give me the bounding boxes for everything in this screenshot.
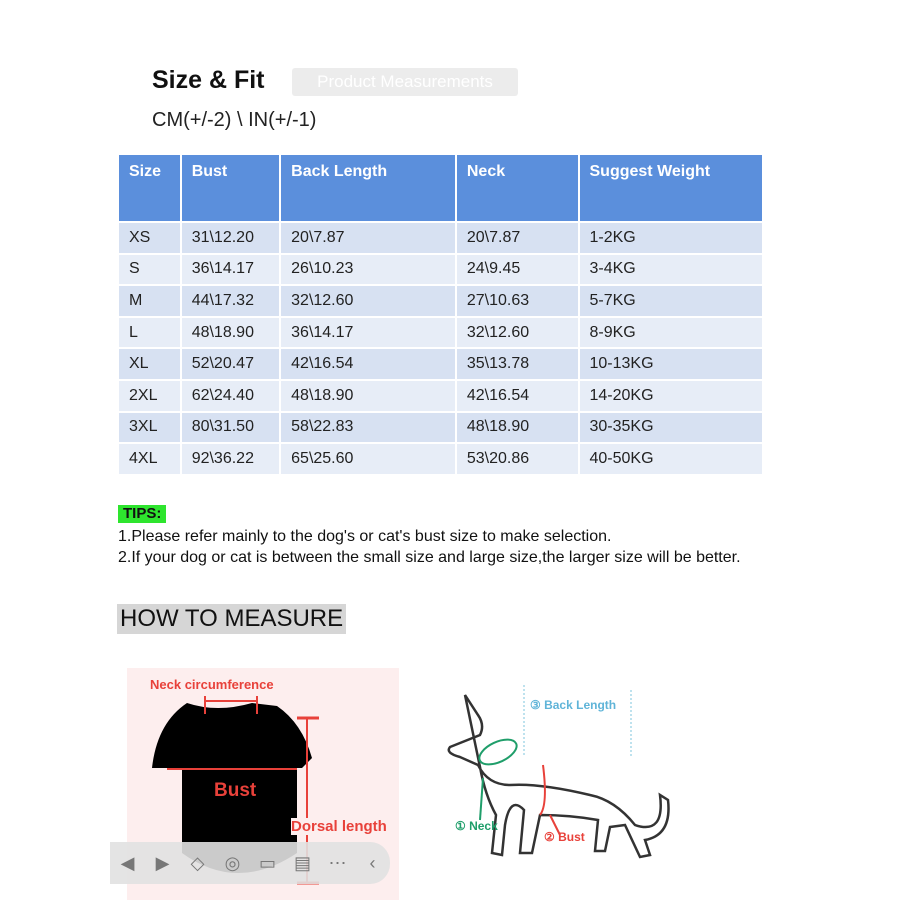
table-cell: 35\13.78	[456, 349, 578, 379]
bust-label: Bust	[214, 780, 257, 801]
table-cell: 62\24.40	[181, 380, 280, 411]
table-row: 4XL 92\36.22 65\25.60 53\20.86 40-50KG	[119, 444, 762, 474]
play-icon[interactable]: ▶	[155, 852, 170, 873]
table-cell: 8-9KG	[579, 317, 762, 348]
table-cell: 24\9.45	[456, 254, 578, 285]
table-cell: 1-2KG	[579, 223, 762, 253]
table-cell: 27\10.63	[456, 286, 578, 316]
table-row: 3XL 80\31.50 58\22.83 48\18.90 30-35KG	[119, 412, 762, 443]
product-measurements-badge: Product Measurements	[292, 68, 518, 96]
table-cell: M	[119, 286, 180, 316]
eraser-icon[interactable]: ◇	[190, 852, 205, 873]
units-note: CM(+/-2) \ IN(+/-1)	[152, 109, 317, 131]
table-cell: 42\16.54	[456, 380, 578, 411]
table-cell: 48\18.90	[281, 380, 455, 411]
table-cell: 53\20.86	[456, 444, 578, 474]
table-cell: 58\22.83	[281, 412, 455, 443]
table-cell: 31\12.20	[181, 223, 280, 253]
table-cell: 48\18.90	[456, 412, 578, 443]
tip-1: 1.Please refer mainly to the dog's or ca…	[118, 528, 612, 545]
table-row: XS 31\12.20 20\7.87 20\7.87 1-2KG	[119, 223, 762, 253]
screenshot-icon[interactable]: ◎	[224, 852, 241, 873]
table-row: L 48\18.90 36\14.17 32\12.60 8-9KG	[119, 317, 762, 348]
table-cell: 14-20KG	[579, 380, 762, 411]
table-row: 2XL 62\24.40 48\18.90 42\16.54 14-20KG	[119, 380, 762, 411]
tip-2: 2.If your dog or cat is between the smal…	[118, 549, 741, 566]
table-cell: 32\12.60	[281, 286, 455, 316]
collapse-icon[interactable]: ‹	[369, 852, 376, 873]
table-cell: 48\18.90	[181, 317, 280, 348]
column-header: Size	[119, 155, 180, 221]
media-toolbar: ◀ ▶ ◇ ◎ ▭ ▤ ⋯ ‹	[110, 842, 390, 884]
table-cell: 92\36.22	[181, 444, 280, 474]
table-cell: XL	[119, 349, 180, 379]
more-icon[interactable]: ⋯	[328, 852, 347, 873]
table-row: XL 52\20.47 42\16.54 35\13.78 10-13KG	[119, 349, 762, 379]
table-cell: 2XL	[119, 380, 180, 411]
camera-icon[interactable]: ▭	[258, 852, 276, 873]
table-cell: 3-4KG	[579, 254, 762, 285]
how-to-measure-heading: HOW TO MEASURE	[117, 604, 347, 634]
neck-circumference-label: Neck circumference	[150, 677, 274, 692]
table-cell: XS	[119, 223, 180, 253]
page-title: Size & Fit	[152, 66, 265, 94]
column-header: Suggest Weight	[579, 155, 762, 221]
table-cell: 5-7KG	[579, 286, 762, 316]
table-cell: 26\10.23	[281, 254, 455, 285]
table-cell: 44\17.32	[181, 286, 280, 316]
dorsal-length-label: Dorsal length	[291, 818, 387, 835]
tips-label: TIPS:	[118, 505, 167, 523]
table-row: S 36\14.17 26\10.23 24\9.45 3-4KG	[119, 254, 762, 285]
table-cell: 4XL	[119, 444, 180, 474]
table-cell: L	[119, 317, 180, 348]
table-cell: 10-13KG	[579, 349, 762, 379]
table-cell: 20\7.87	[281, 223, 455, 253]
table-cell: 20\7.87	[456, 223, 578, 253]
column-header: Bust	[181, 155, 280, 221]
comment-icon[interactable]: ▤	[293, 852, 311, 873]
table-cell: 3XL	[119, 412, 180, 443]
table-cell: 40-50KG	[579, 444, 762, 474]
table-cell: 32\12.60	[456, 317, 578, 348]
table-cell: 65\25.60	[281, 444, 455, 474]
table-cell: 36\14.17	[281, 317, 455, 348]
dog-diagram: ③ Back Length ① Neck ② Bust	[440, 680, 680, 860]
table-cell: 80\31.50	[181, 412, 280, 443]
back-length-label: ③ Back Length	[530, 698, 617, 712]
table-cell: 52\20.47	[181, 349, 280, 379]
column-header: Back Length	[281, 155, 455, 221]
table-cell: 36\14.17	[181, 254, 280, 285]
table-cell: 42\16.54	[281, 349, 455, 379]
dog-bust-label: ② Bust	[544, 830, 585, 844]
neck-label: ① Neck	[455, 819, 498, 833]
prev-icon[interactable]: ◀	[120, 852, 135, 873]
table-cell: 30-35KG	[579, 412, 762, 443]
table-row: M 44\17.32 32\12.60 27\10.63 5-7KG	[119, 286, 762, 316]
size-table: Size Bust Back Length Neck Suggest Weight XS…	[117, 153, 764, 476]
table-cell: S	[119, 254, 180, 285]
column-header: Neck	[456, 155, 578, 221]
